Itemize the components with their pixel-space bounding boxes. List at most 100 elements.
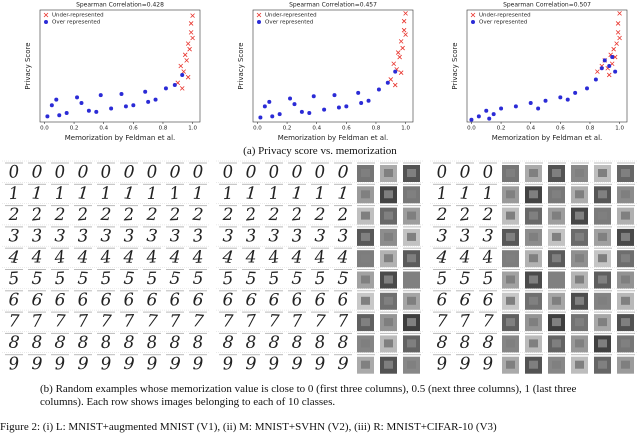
thumb-label-line — [189, 269, 207, 270]
digit-image: 7 — [77, 311, 89, 332]
point — [403, 32, 408, 37]
thumb-label-line — [403, 290, 421, 292]
point — [270, 114, 275, 119]
digit-image: 7 — [337, 311, 349, 331]
point — [258, 115, 263, 120]
digit-image: 0 — [54, 162, 67, 183]
thumb-label-line — [334, 354, 352, 356]
photo-detail — [621, 318, 630, 327]
digit-image: 1 — [8, 184, 20, 205]
point — [188, 30, 194, 35]
thumb-label-line — [120, 332, 138, 334]
digit-image: 2 — [53, 205, 65, 225]
digit-image: 6 — [314, 290, 325, 310]
photo-detail — [575, 275, 584, 284]
point — [119, 92, 124, 96]
digit-image: 6 — [337, 290, 350, 311]
digit-image: 3 — [291, 226, 303, 246]
thumb-label-line — [571, 226, 589, 228]
thumb-label-line — [357, 183, 375, 185]
thumb-label-line — [357, 247, 375, 249]
thumb-label-line — [74, 205, 92, 207]
digit-image: 5 — [193, 269, 204, 289]
thumb-label-line — [433, 162, 451, 164]
thumb-label-line — [311, 290, 329, 292]
thumb-label-line — [97, 183, 115, 185]
digit-image: 7 — [436, 311, 448, 331]
thumb-label-line — [479, 183, 497, 185]
photo-detail — [407, 339, 416, 348]
thumb-label-line — [502, 311, 520, 313]
thumb-label-line — [74, 226, 92, 228]
point — [610, 55, 615, 60]
point — [356, 90, 361, 95]
digit-image: 8 — [482, 332, 495, 353]
point — [392, 82, 398, 88]
photo-detail — [621, 169, 630, 177]
legend-marker — [256, 12, 262, 18]
point — [64, 111, 69, 116]
point — [190, 35, 195, 41]
photo-detail — [598, 232, 607, 241]
thumb-label-line — [51, 354, 69, 356]
thumb-label-line — [242, 311, 260, 313]
photo-detail — [621, 211, 630, 220]
plot-area — [252, 9, 414, 123]
photo-detail — [407, 275, 416, 284]
photo-detail — [552, 190, 561, 199]
photo-detail — [384, 296, 393, 305]
digit-image: 3 — [436, 226, 448, 247]
digit-image: 6 — [222, 290, 233, 310]
thumb-label-line — [189, 226, 207, 228]
thumb-label-line — [219, 354, 237, 356]
photo-detail — [361, 211, 370, 220]
thumb-label-line — [479, 332, 497, 334]
digit-image: 7 — [123, 311, 135, 331]
point — [484, 108, 489, 113]
digit-image: 2 — [168, 205, 181, 226]
thumb-label-line — [74, 183, 92, 185]
digit-image: 3 — [192, 226, 205, 247]
digit-image: 8 — [146, 332, 159, 353]
photo-detail — [529, 169, 538, 177]
digit-image: 3 — [337, 226, 348, 246]
digit-image: 1 — [268, 184, 280, 204]
x-axis-label: Memorization by Feldman et al. — [65, 134, 176, 142]
photo-detail — [506, 190, 515, 199]
thumb-label-line — [219, 269, 237, 270]
thumb-label-line — [380, 205, 398, 207]
thumb-label-line — [357, 354, 375, 356]
photo-detail — [506, 211, 515, 220]
x-tick-label: 0.8 — [372, 126, 381, 132]
thumb-label-line — [74, 290, 92, 292]
thumb-label-line — [288, 290, 306, 292]
thumb-label-line — [456, 269, 474, 270]
digit-image: 0 — [77, 162, 89, 182]
thumb-label-line — [548, 269, 566, 270]
point — [188, 21, 194, 26]
digit-image: 7 — [192, 311, 205, 332]
photo-detail — [407, 318, 416, 327]
digit-image: 8 — [31, 333, 42, 353]
digit-image: 0 — [123, 162, 135, 183]
thumb-label-line — [28, 162, 46, 164]
thumb-label-line — [143, 162, 161, 164]
thumb-label-line — [479, 162, 497, 164]
thumb-label-line — [571, 311, 589, 313]
thumb-label-line — [265, 311, 283, 313]
digit-image: 3 — [100, 226, 113, 247]
point — [385, 80, 390, 85]
point — [611, 46, 616, 52]
point — [400, 45, 405, 51]
thumb-label-line — [143, 205, 161, 207]
digit-image: 1 — [436, 184, 448, 205]
point — [614, 41, 619, 46]
digit-image: 5 — [77, 269, 89, 290]
photo-detail — [598, 169, 607, 177]
thumb-label-line — [479, 226, 497, 228]
digit-image: 8 — [8, 332, 21, 353]
thumb-label-line — [265, 247, 283, 249]
digit-image: 6 — [459, 290, 472, 311]
thumb-label-line — [74, 162, 92, 164]
thumb-label-line — [242, 290, 260, 292]
